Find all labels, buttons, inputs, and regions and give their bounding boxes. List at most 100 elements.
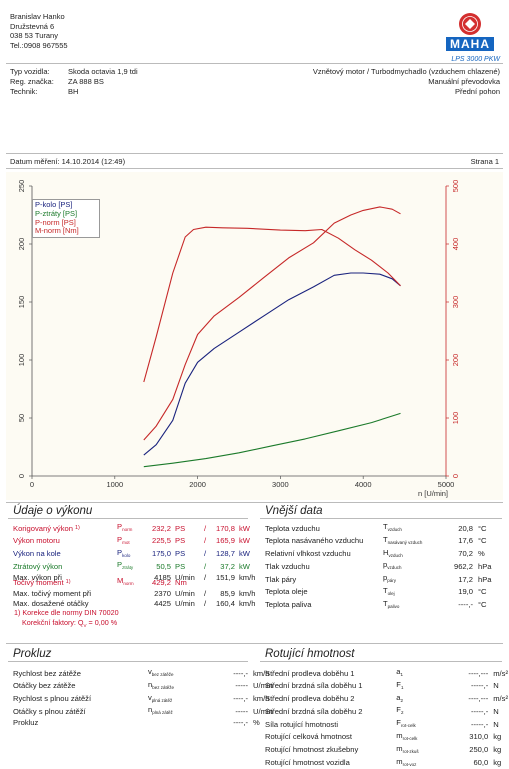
- row-symbol-sub: rot-voz: [402, 761, 417, 767]
- perf-u2: km/h: [239, 588, 256, 598]
- perf-v2: 37,2: [220, 561, 235, 571]
- perf-note: 1): [65, 578, 71, 585]
- legend-p-ztraty: P-ztráty [PS]: [35, 208, 78, 218]
- row-symbol-sub: olej: [387, 590, 395, 596]
- row-unit: m/s²: [493, 668, 508, 678]
- row-value: -----,-: [470, 719, 489, 729]
- type-value: Skoda octavia 1,9 tdi: [68, 67, 138, 76]
- row-symbol-sub: rot-celk: [400, 723, 416, 729]
- perf-v1: 225,5: [151, 536, 171, 546]
- y-tick-label-right: 500: [451, 180, 460, 193]
- row-symbol-sub: 2: [400, 710, 404, 716]
- row-value: -----,-: [470, 706, 489, 716]
- data-row: Síla rotující hmotnosti Frot-celk -----,- N: [264, 718, 509, 731]
- perf-v2: 165,9: [215, 536, 235, 546]
- data-row: Rychlost bez zátěže vbez zátěže ----,- km/h: [12, 667, 274, 680]
- rotujici-title: Rotující hmotnost: [265, 648, 355, 660]
- data-row: Rotující hmotnost zkušebny mrot-zkuš 250,0…: [264, 744, 509, 757]
- perf-note: 1): [74, 524, 80, 531]
- perf-u2: kW: [239, 549, 250, 559]
- perf-u1: U/min: [175, 598, 195, 608]
- perf-u2: kW: [239, 523, 250, 533]
- row-symbol-sub: bez zátěže: [152, 684, 174, 690]
- row-unit: m/s²: [493, 694, 508, 704]
- row-symbol: F: [396, 679, 401, 689]
- row-label: Otáčky bez zátěže: [13, 681, 76, 691]
- row-label: Rychlost s plnou zátěží: [13, 694, 92, 704]
- data-row: Střední brzdná síla doběhu 1 F1 -----,- N: [264, 680, 509, 693]
- y-tick-label-right: 0: [451, 474, 460, 478]
- row-unit: hPa: [478, 561, 492, 571]
- row-symbol: v: [148, 667, 152, 676]
- perf-symbol: P: [117, 560, 123, 570]
- row-symbol: m: [396, 730, 403, 740]
- row-label: Střední brzdná síla doběhu 1: [265, 681, 363, 691]
- drive-type: Přední pohon: [454, 87, 500, 96]
- perf-u2: kW: [239, 536, 250, 546]
- perf-u1: PS: [175, 561, 186, 571]
- row-value: 250,0: [469, 745, 489, 755]
- row-label: Teplota nasávaného vzduchu: [265, 536, 364, 546]
- owner-block: Branislav Hanko Družstevná 6 038 53 Tura…: [10, 12, 68, 50]
- row-symbol: n: [148, 679, 153, 689]
- perf-row: Korigovaný výkon 1) Pnorm 232,2 PS / 170,8 kW: [12, 522, 256, 535]
- perf-label: Ztrátový výkon: [13, 561, 63, 571]
- row-label: Tlak vzduchu: [265, 561, 310, 571]
- owner-name: Branislav Hanko: [10, 12, 65, 21]
- row-value: 310,0: [469, 732, 489, 742]
- perf-row: Točivý moment 1) Mnorm 429,2 Nm: [12, 576, 256, 589]
- perf-u1: PS: [175, 536, 186, 546]
- row-symbol: a: [396, 667, 401, 676]
- udaje-table: Korigovaný výkon 1) Pnorm 232,2 PS/170,8 kW Vý…: [12, 522, 256, 583]
- perf-symbol: P: [117, 534, 123, 544]
- perf-u2: kW: [239, 561, 250, 571]
- m-norm-line: [143, 226, 401, 383]
- row-value: 70,2: [458, 549, 473, 559]
- row-unit: °C: [478, 600, 487, 610]
- owner-street: Družstevná 6: [10, 21, 55, 31]
- y-tick-label-right: 300: [451, 296, 460, 309]
- perf-row: Max. výkon při 4185 U/min / 151,9 km/h: [12, 573, 256, 583]
- y-tick-label-left: 250: [17, 180, 26, 193]
- owner-city: 038 53 Turany: [10, 31, 58, 40]
- tech-value: BH: [68, 87, 79, 96]
- perf-sep: [200, 576, 210, 589]
- page-number: Strana 1: [470, 157, 499, 166]
- chart-legend: P-kolo [PS] P-ztráty [PS] P-norm [PS] M-…: [32, 199, 100, 239]
- perf-v2: 151,9: [215, 573, 235, 583]
- perf-symbol: P: [117, 522, 123, 531]
- perf-symbol-sub: norm: [122, 527, 133, 532]
- prokluz-table: Rychlost bez zátěže vbez zátěže ----,- km/h…: [12, 667, 274, 728]
- perf-sep: /: [203, 561, 207, 571]
- row-unit: %: [253, 718, 260, 728]
- row-value: ----,-: [233, 694, 248, 704]
- row-label: Teplota vzduchu: [265, 523, 320, 533]
- date-bottom-line: [6, 168, 503, 169]
- row-value: -----: [235, 681, 248, 691]
- x-tick-label: 2000: [189, 480, 206, 489]
- x-tick-label: 4000: [355, 480, 372, 489]
- perf-label: Výkon na kole: [13, 549, 61, 559]
- row-unit: kg: [493, 745, 502, 755]
- perf-v2: 128,7: [215, 549, 235, 559]
- vnejsi-table: Teplota vzduchu Tvzduch 20,8 °C Teplota nasá…: [264, 522, 493, 612]
- x-axis-label: n [U/min]: [418, 489, 448, 498]
- row-unit: N: [493, 706, 499, 716]
- perf-v1: 232,2: [151, 523, 171, 533]
- perf-symbol-sub: ztráty: [122, 565, 134, 571]
- row-symbol: T: [383, 598, 388, 608]
- perf-sep: /: [203, 588, 207, 598]
- data-row: Otáčky s plnou zátěží nplná zátěž ----- U/m…: [12, 705, 274, 718]
- row-symbol: m: [396, 756, 403, 766]
- perf-u1: U/min: [175, 573, 195, 583]
- row-symbol-sub: palivo: [387, 603, 400, 609]
- engine-type: Vznětový motor / Turbodmychadlo (vzduche…: [312, 67, 500, 76]
- row-label: Rotující hmotnost zkušebny: [265, 745, 359, 755]
- row-symbol-sub: rot-zkuš: [402, 748, 419, 754]
- chart-bottom-line: [6, 502, 503, 503]
- maha-emblem-icon: [446, 13, 494, 51]
- perf-sep: /: [203, 573, 207, 583]
- row-symbol: m: [396, 743, 403, 753]
- logo-model: LPS 3000 PKW: [451, 56, 500, 63]
- row-value: -----: [235, 706, 248, 716]
